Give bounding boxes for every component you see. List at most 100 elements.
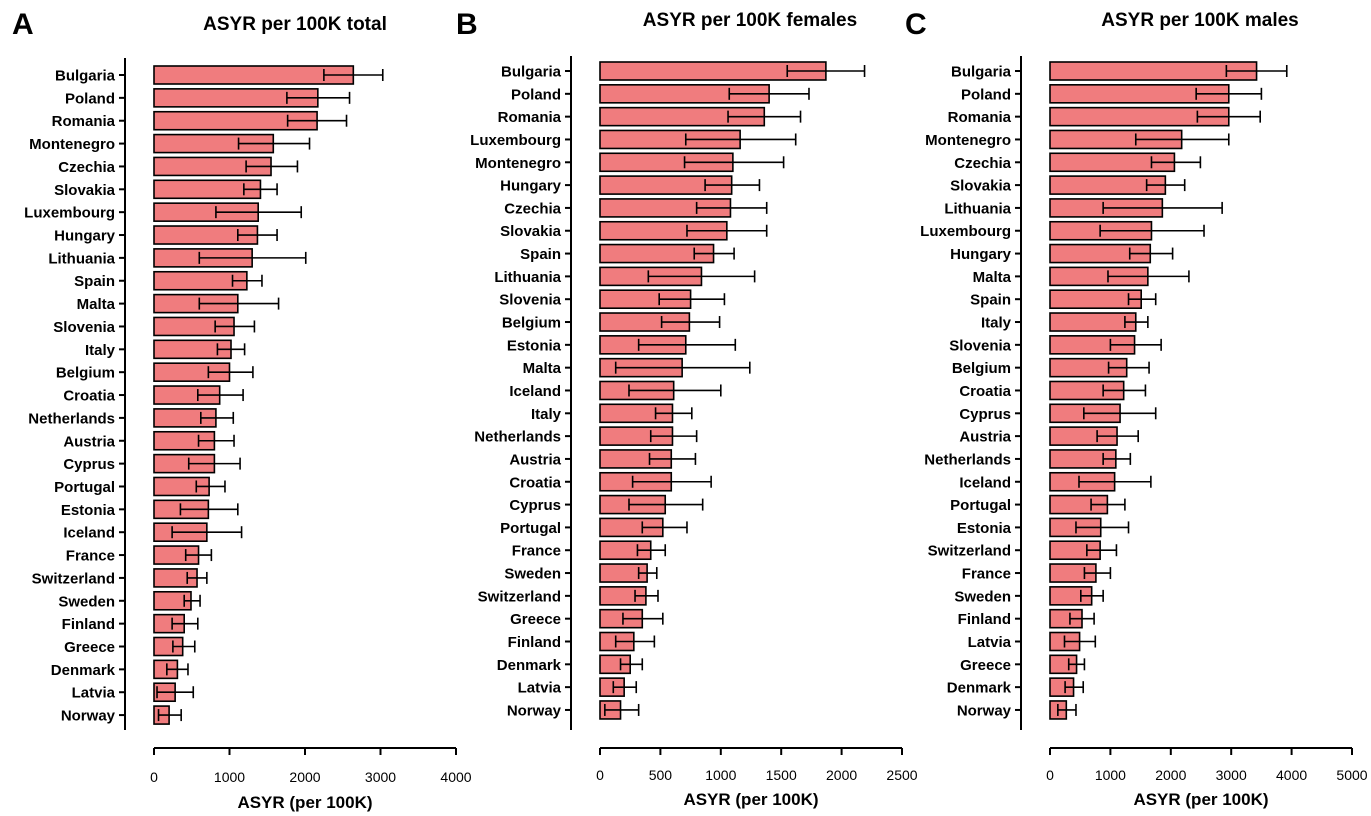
panel-a-category-label: Luxembourg <box>24 205 115 222</box>
panel-a-category-label: Belgium <box>56 365 115 382</box>
panel-a-category-label: Hungary <box>54 228 116 245</box>
panel-c-bar <box>1049 312 1137 332</box>
panel-a-category-label: Austria <box>63 433 115 450</box>
panel-a-category-label: Spain <box>74 273 115 290</box>
panel-c-category-label: Hungary <box>950 246 1012 263</box>
panel-b-category-label: Luxembourg <box>470 132 561 149</box>
panel-b-category-label: Italy <box>531 406 562 423</box>
panel-a-category-label: Poland <box>65 90 115 107</box>
panel-c-category-label: Lithuania <box>944 200 1011 217</box>
panel-b-x-tick-label: 500 <box>649 767 673 783</box>
panel-c-category-label: Slovenia <box>949 337 1011 354</box>
panel-c-letter: C <box>905 8 927 41</box>
panel-b-category-label: Latvia <box>518 680 562 697</box>
panel-c-category-label: Belgium <box>952 360 1011 377</box>
panel-c-category-label: France <box>962 566 1011 583</box>
panel-c-x-tick-label: 4000 <box>1276 767 1307 783</box>
panel-a-xlabel: ASYR (per 100K) <box>237 793 373 812</box>
panel-b-category-label: Poland <box>511 86 561 103</box>
panel-b-category-label: Iceland <box>509 383 561 400</box>
panel-b-category-label: Belgium <box>502 315 561 332</box>
panel-a-category-label: France <box>66 548 115 565</box>
panel-c-category-label: Poland <box>961 86 1011 103</box>
panel-a-x-tick-label: 0 <box>150 769 158 785</box>
panel-c-category-label: Denmark <box>947 680 1012 697</box>
panel-a-category-label: Denmark <box>51 662 116 679</box>
panel-a-category-label: Slovenia <box>53 319 115 336</box>
panel-c-category-label: Cyprus <box>959 406 1011 423</box>
panel-c-x-tick-label: 2000 <box>1155 767 1186 783</box>
panel-b-category-label: Malta <box>523 360 562 377</box>
panel-a-category-label: Bulgaria <box>55 68 116 85</box>
panel-a-category-label: Slovakia <box>54 182 116 199</box>
panel-c-category-label: Switzerland <box>928 543 1011 560</box>
panel-c-category-label: Spain <box>970 292 1011 309</box>
panel-c-xlabel: ASYR (per 100K) <box>1133 790 1269 809</box>
panel-a-category-label: Romania <box>52 113 116 130</box>
panel-a-category-label: Croatia <box>63 388 115 405</box>
panel-b-category-label: Slovenia <box>499 292 561 309</box>
panel-b-category-label: Hungary <box>500 178 562 195</box>
panel-b-category-label: Denmark <box>497 657 562 674</box>
panel-a-x-tick-label: 3000 <box>365 769 396 785</box>
panel-b-title: ASYR per 100K females <box>642 10 858 31</box>
panel-b-x-tick-label: 2500 <box>886 767 917 783</box>
panel-b-category-label: Bulgaria <box>501 64 562 81</box>
panel-b-category-label: Cyprus <box>509 497 561 514</box>
panel-a-category-label: Portugal <box>54 479 115 496</box>
panel-b-category-label: Portugal <box>500 520 561 537</box>
panel-c-category-label: Iceland <box>959 474 1011 491</box>
panel-c-x-tick-label: 0 <box>1046 767 1054 783</box>
panel-c-category-label: Montenegro <box>925 132 1011 149</box>
panel-c-category-label: Czechia <box>954 155 1011 172</box>
panel-b-category-label: Austria <box>509 451 561 468</box>
panel-a-category-label: Sweden <box>58 593 115 610</box>
panel-b-category-label: Greece <box>510 611 561 628</box>
panel-a-x-tick-label: 1000 <box>214 769 245 785</box>
panel-a-category-label: Iceland <box>63 525 115 542</box>
panel-a-category-label: Czechia <box>58 159 115 176</box>
panel-c-x-tick-label: 3000 <box>1216 767 1247 783</box>
panel-a-title: ASYR per 100K total <box>203 14 387 35</box>
panel-c-category-label: Austria <box>959 429 1011 446</box>
panel-c-category-label: Croatia <box>959 383 1011 400</box>
panel-c-bar <box>1049 289 1143 310</box>
panel-c-category-label: Romania <box>948 109 1012 126</box>
panel-a-category-label: Cyprus <box>63 456 115 473</box>
panel-c-category-label: Bulgaria <box>951 64 1012 81</box>
panel-c-category-label: Greece <box>960 657 1011 674</box>
panel-c-category-label: Slovakia <box>950 178 1012 195</box>
panel-a-category-label: Malta <box>77 296 116 313</box>
panel-b-category-label: Czechia <box>504 200 561 217</box>
panel-a-x-tick-label: 4000 <box>440 769 471 785</box>
panel-b-x-tick-label: 0 <box>596 767 604 783</box>
panel-b-x-tick-label: 1000 <box>705 767 736 783</box>
panel-b-category-label: France <box>512 543 561 560</box>
panel-c-category-label: Netherlands <box>924 451 1011 468</box>
panel-b-x-tick-label: 1500 <box>766 767 797 783</box>
panel-a-letter: A <box>12 8 34 41</box>
panel-c-category-label: Latvia <box>968 634 1012 651</box>
panel-c-category-label: Portugal <box>950 497 1011 514</box>
panel-b-category-label: Montenegro <box>475 155 561 172</box>
panel-b-category-label: Spain <box>520 246 561 263</box>
panel-a-category-label: Netherlands <box>28 410 115 427</box>
panel-b-category-label: Switzerland <box>478 588 561 605</box>
panel-b-category-label: Norway <box>507 702 562 719</box>
panel-b-category-label: Slovakia <box>500 223 562 240</box>
panel-c-category-label: Sweden <box>954 588 1011 605</box>
panel-a-category-label: Finland <box>62 616 115 633</box>
panel-b-letter: B <box>456 8 478 41</box>
panel-b-category-label: Estonia <box>507 337 562 354</box>
panel-b-x-tick-label: 2000 <box>826 767 857 783</box>
panel-c-x-tick-label: 1000 <box>1095 767 1126 783</box>
panel-b-category-label: Netherlands <box>474 429 561 446</box>
panel-c-category-label: Estonia <box>957 520 1012 537</box>
panel-a-category-label: Estonia <box>61 502 116 519</box>
panel-a-category-label: Switzerland <box>32 570 115 587</box>
panel-c-category-label: Italy <box>981 315 1012 332</box>
panel-a-category-label: Italy <box>85 342 116 359</box>
panel-a-category-label: Montenegro <box>29 136 115 153</box>
panel-b-category-label: Sweden <box>504 566 561 583</box>
